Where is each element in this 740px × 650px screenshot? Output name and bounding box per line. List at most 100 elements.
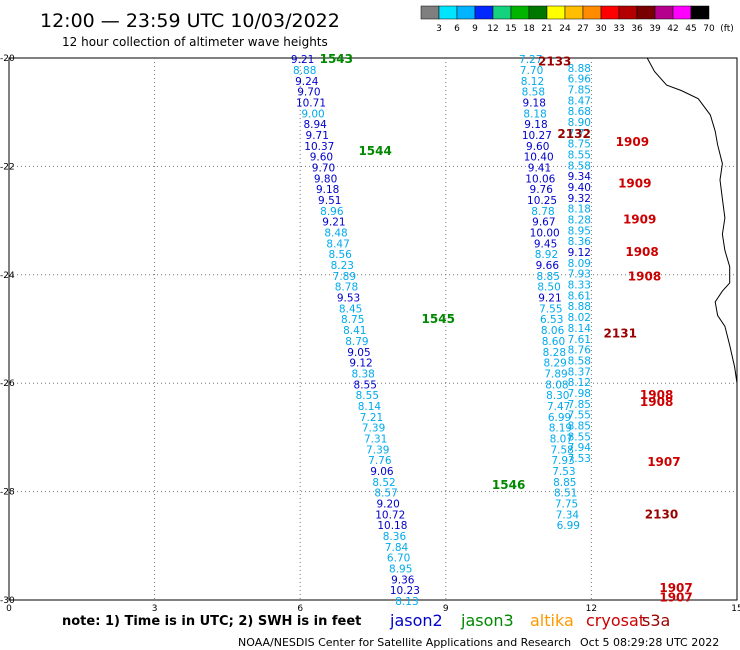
swh-value: 10.37 <box>304 141 334 153</box>
swh-value: 7.53 <box>552 466 575 478</box>
swh-value: 8.95 <box>568 225 591 237</box>
swh-value: 9.40 <box>568 182 591 194</box>
swh-value: 7.76 <box>368 455 392 467</box>
colorbar-label: 6 <box>454 24 460 34</box>
swh-value: 7.72 <box>568 128 591 140</box>
colorbar-swatch <box>672 5 692 20</box>
swh-value: 8.52 <box>372 477 395 489</box>
colorbar-label: 70 <box>703 24 715 34</box>
colorbar-label: 3 <box>436 24 442 34</box>
swh-value: 10.71 <box>296 97 326 109</box>
swh-value: 8.78 <box>335 282 358 294</box>
swh-value: 6.53 <box>540 314 563 326</box>
swh-value: 7.27 <box>519 54 542 66</box>
swh-value: 9.70 <box>312 162 335 174</box>
swh-value: 8.58 <box>568 355 591 367</box>
pass-number-label: 2132 <box>557 127 590 141</box>
swh-value: 7.93 <box>551 455 574 467</box>
swh-value: 9.21 <box>322 217 345 229</box>
swh-value: 8.28 <box>543 347 566 359</box>
x-tick-label: 3 <box>152 604 158 614</box>
swh-value: 9.51 <box>318 195 341 207</box>
swh-value: 7.84 <box>385 542 409 554</box>
swh-value: 10.18 <box>377 520 407 532</box>
swh-value: 7.53 <box>568 453 591 465</box>
y-tick-label: -28 <box>0 488 15 498</box>
swh-value: 8.06 <box>541 325 565 337</box>
pass-number-label: 1546 <box>492 478 525 492</box>
swh-value: 7.39 <box>362 423 385 435</box>
swh-value: 8.88 <box>568 63 591 75</box>
colorbar-swatch <box>456 5 476 20</box>
colorbar-label: 18 <box>523 24 535 34</box>
colorbar-label: 27 <box>577 24 588 34</box>
swh-value: 9.66 <box>536 260 560 272</box>
swh-value: 7.58 <box>550 444 573 456</box>
pass-number-label: 1907 <box>647 455 680 469</box>
legend-jason3: jason3 <box>460 611 514 630</box>
colorbar-swatch <box>474 5 494 20</box>
swh-value: 8.61 <box>568 290 591 302</box>
swh-value: 8.85 <box>553 477 576 489</box>
swh-value: 8.68 <box>568 106 591 118</box>
swh-value: 9.45 <box>534 238 557 250</box>
colorbar-label: 21 <box>541 24 552 34</box>
colorbar-swatch <box>438 5 458 20</box>
swh-value: 8.14 <box>568 323 592 335</box>
swh-value: 7.89 <box>333 271 356 283</box>
swh-value: 9.24 <box>295 76 319 88</box>
swh-value: 8.13 <box>395 596 418 608</box>
swh-value: 7.31 <box>364 433 387 445</box>
swh-value: 9.32 <box>568 193 591 205</box>
swh-value: 8.76 <box>568 345 592 357</box>
swh-value: 9.80 <box>314 173 337 185</box>
swh-value: 8.57 <box>374 488 397 500</box>
pass-number-label: 2133 <box>538 54 571 68</box>
swh-value: 10.00 <box>530 228 560 240</box>
pass-number-label: 1909 <box>616 135 649 149</box>
swh-value: 8.07 <box>550 433 573 445</box>
swh-value: 9.21 <box>538 293 561 305</box>
swh-value: 8.36 <box>568 236 592 248</box>
colorbar-swatch <box>420 5 440 20</box>
swh-value: 9.06 <box>370 466 394 478</box>
legend-s3a: s3a <box>642 611 670 630</box>
y-tick-label: -20 <box>0 54 15 64</box>
axis-ticks: 0 3 6 9 12 15 -20 -22 -24 -26 -28 -30 <box>0 54 740 614</box>
pass-labels: 1543 1544 1545 1546 2133 2132 2131 2130 1909 1909… <box>320 52 693 604</box>
swh-value: 9.60 <box>310 152 333 164</box>
pass-number-label: 1544 <box>358 144 391 158</box>
colorbar-swatch <box>582 5 602 20</box>
footer-note: note: 1) Time is in UTC; 2) SWH is in fe… <box>62 614 361 629</box>
colorbar-swatch <box>492 5 512 20</box>
swh-value: 10.23 <box>390 585 420 597</box>
colorbar-label: (ft) <box>720 24 734 34</box>
swh-value: 8.09 <box>568 258 591 270</box>
swh-value: 8.18 <box>523 108 546 120</box>
swh-value: 9.41 <box>528 162 551 174</box>
legend-altika: altika <box>530 611 574 630</box>
swh-value: 9.18 <box>524 119 547 131</box>
legend-jason2: jason2 <box>389 611 443 630</box>
y-tick-label: -24 <box>0 271 15 281</box>
colorbar-label: 45 <box>685 24 696 34</box>
pass-number-label: 1543 <box>320 52 353 66</box>
pass-number-label: 1545 <box>422 312 455 326</box>
swh-value: 9.70 <box>297 87 320 99</box>
swh-value: 6.96 <box>568 74 592 86</box>
swh-value: 8.12 <box>568 377 591 389</box>
swh-value: 8.02 <box>568 312 591 324</box>
swh-value: 8.18 <box>568 204 591 216</box>
pass-number-label: 2130 <box>645 507 678 521</box>
swh-value: 8.92 <box>535 249 558 261</box>
swh-value: 8.79 <box>345 336 368 348</box>
swh-value: 8.50 <box>537 282 560 294</box>
swh-value: 10.40 <box>524 152 554 164</box>
swh-value: 8.58 <box>522 87 545 99</box>
pass-number-label: 1909 <box>618 177 651 191</box>
pass-number-label: 1909 <box>623 213 656 227</box>
swh-value: 7.93 <box>568 269 591 281</box>
coastline <box>646 57 738 384</box>
